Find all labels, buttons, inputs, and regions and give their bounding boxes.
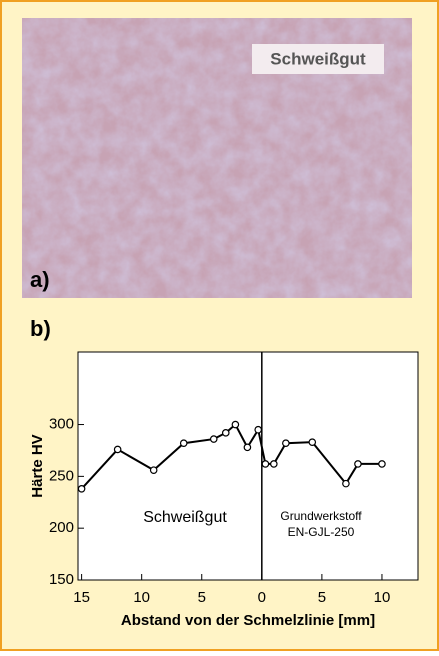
y-axis-title: Härte HV <box>29 434 46 497</box>
data-point <box>221 429 230 437</box>
data-point <box>354 460 362 468</box>
data-point <box>270 460 278 468</box>
data-point <box>282 439 290 448</box>
data-point <box>342 479 350 488</box>
panel-label: a) <box>30 267 50 292</box>
data-point <box>149 466 158 474</box>
x-tick-label: 10 <box>374 589 391 606</box>
data-point <box>308 438 317 446</box>
data-point <box>261 460 270 468</box>
y-tick-label: 200 <box>49 519 74 536</box>
x-tick-label: 5 <box>198 589 206 606</box>
x-tick-label: 10 <box>133 589 150 606</box>
annotation: Grundwerkstoff <box>280 509 362 523</box>
image-label: Schweißgut <box>270 49 366 68</box>
x-axis-title: Abstand von der Schmelzlinie [mm] <box>121 612 375 629</box>
data-point <box>254 425 263 434</box>
x-tick-label: 0 <box>258 589 266 606</box>
x-tick-label: 15 <box>73 589 90 606</box>
y-tick-label: 250 <box>49 467 74 484</box>
plot-area <box>77 351 419 581</box>
data-point <box>231 420 240 429</box>
y-tick-label: 300 <box>49 416 74 433</box>
panel-label: b) <box>30 316 51 341</box>
y-tick-label: 150 <box>49 571 74 588</box>
data-line <box>80 422 382 490</box>
data-point <box>77 484 86 493</box>
image-label-box <box>252 44 384 74</box>
data-point <box>243 443 252 452</box>
data-point <box>378 460 386 468</box>
data-point <box>209 435 218 443</box>
annotation: Schweißgut <box>143 509 227 526</box>
x-tick-label: 5 <box>318 589 326 606</box>
annotation: EN-GJL-250 <box>288 525 355 539</box>
data-point <box>113 445 122 454</box>
data-point <box>179 439 188 448</box>
